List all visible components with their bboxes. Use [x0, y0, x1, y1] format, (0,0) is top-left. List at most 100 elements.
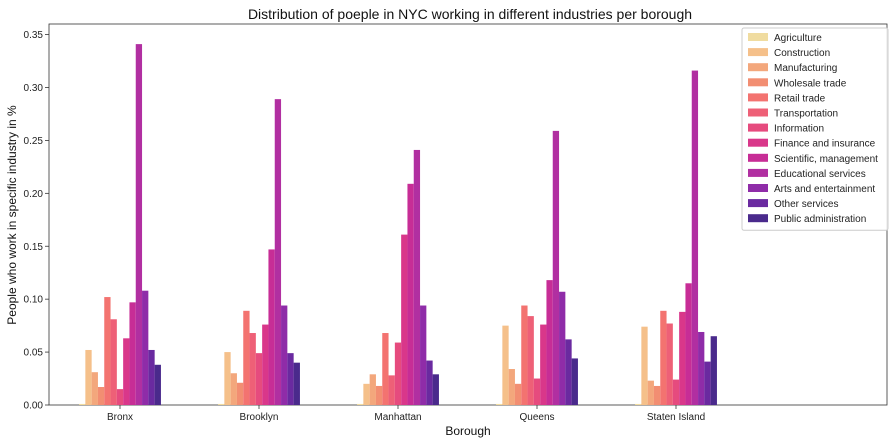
bar	[135, 44, 143, 406]
bar	[110, 319, 117, 405]
bar	[413, 149, 421, 405]
chart-title: Distribution of poeple in NYC working in…	[248, 6, 692, 22]
bar	[679, 311, 686, 405]
x-axis-label: Borough	[445, 424, 490, 438]
bar	[514, 383, 522, 405]
bar	[394, 342, 402, 405]
bar	[407, 183, 414, 405]
bar	[388, 375, 395, 405]
legend-swatch	[748, 153, 768, 162]
y-axis-label: People who work in specific industry in …	[5, 105, 19, 325]
bar	[698, 331, 705, 405]
bar	[704, 361, 711, 405]
bar	[357, 403, 364, 405]
legend-label: Retail trade	[774, 93, 826, 104]
bar	[382, 333, 389, 405]
bar	[502, 325, 509, 406]
legend-label: Agriculture	[774, 33, 822, 44]
legend-label: Educational services	[774, 169, 866, 180]
legend-swatch	[748, 93, 768, 102]
legend-swatch	[748, 168, 768, 177]
bar	[243, 310, 250, 405]
legend-frame	[741, 27, 889, 231]
bar	[268, 249, 275, 405]
bar	[85, 349, 92, 405]
bar	[571, 358, 578, 405]
bar	[660, 310, 667, 405]
bar	[559, 291, 566, 405]
bar	[565, 339, 572, 405]
bar	[432, 374, 439, 405]
bar	[426, 360, 433, 405]
x-tick-label: Brooklyn	[240, 412, 279, 423]
y-axis: 0.00 0.05 0.10 0.15 0.20 0.25 0.30 0.35	[24, 30, 49, 412]
legend-label: Information	[774, 124, 824, 135]
y-tick-label: 0.05	[24, 348, 44, 359]
bar	[401, 234, 408, 405]
bar	[363, 383, 370, 405]
bar	[369, 374, 376, 405]
y-tick-label: 0.35	[24, 30, 44, 41]
legend-swatch	[748, 108, 768, 117]
bar	[293, 362, 300, 405]
legend-swatch	[748, 138, 768, 147]
bar	[420, 305, 427, 405]
bar	[540, 324, 547, 405]
legend-label: Manufacturing	[774, 63, 837, 74]
bar	[375, 385, 383, 405]
legend-swatch	[748, 78, 768, 87]
bar	[148, 349, 155, 405]
bar	[104, 297, 111, 405]
bar	[552, 130, 560, 405]
legend-label: Finance and insurance	[774, 139, 876, 150]
y-tick-label: 0.15	[24, 242, 44, 253]
bar	[281, 305, 288, 405]
x-tick-label: Queens	[519, 412, 554, 423]
y-tick-label: 0.10	[24, 295, 44, 306]
y-tick-label: 0.00	[24, 401, 44, 412]
bar	[116, 389, 124, 406]
legend: Agriculture Construction Manufacturing Whol…	[741, 27, 889, 231]
x-axis: Bronx Brooklyn Manhattan Queens Staten Islan…	[107, 405, 705, 423]
bar	[508, 369, 515, 405]
bar	[262, 324, 269, 405]
legend-label: Construction	[774, 48, 830, 59]
bar	[653, 385, 661, 405]
bar	[255, 353, 263, 405]
y-tick-label: 0.25	[24, 136, 44, 147]
bar	[521, 305, 528, 405]
bar	[91, 372, 98, 405]
legend-label: Other services	[774, 199, 838, 210]
bar	[635, 403, 642, 405]
bar	[287, 353, 294, 405]
y-tick-label: 0.30	[24, 83, 44, 94]
x-tick-label: Bronx	[107, 412, 133, 423]
legend-label: Arts and entertainment	[774, 184, 875, 195]
bar	[129, 302, 136, 405]
legend-swatch	[748, 184, 768, 192]
bar	[647, 380, 654, 405]
legend-swatch	[748, 63, 768, 72]
bar	[230, 373, 237, 405]
bar	[236, 382, 244, 405]
bar	[249, 333, 256, 405]
bar	[666, 323, 673, 405]
bar	[533, 378, 541, 405]
x-tick-label: Staten Island	[647, 412, 705, 423]
bar	[123, 338, 130, 405]
legend-swatch	[748, 214, 768, 223]
bar	[218, 403, 225, 405]
legend-label: Transportation	[774, 109, 838, 120]
legend-swatch	[748, 33, 768, 41]
x-tick-label: Manhattan	[374, 412, 421, 423]
bars	[79, 44, 717, 406]
bar	[546, 280, 553, 405]
bar	[710, 336, 717, 405]
y-tick-label: 0.20	[24, 189, 44, 200]
legend-label: Wholesale trade	[774, 78, 847, 89]
legend-swatch	[748, 199, 768, 208]
bar	[672, 379, 680, 405]
bar	[685, 283, 692, 405]
bar	[97, 387, 105, 405]
legend-swatch	[748, 123, 768, 132]
